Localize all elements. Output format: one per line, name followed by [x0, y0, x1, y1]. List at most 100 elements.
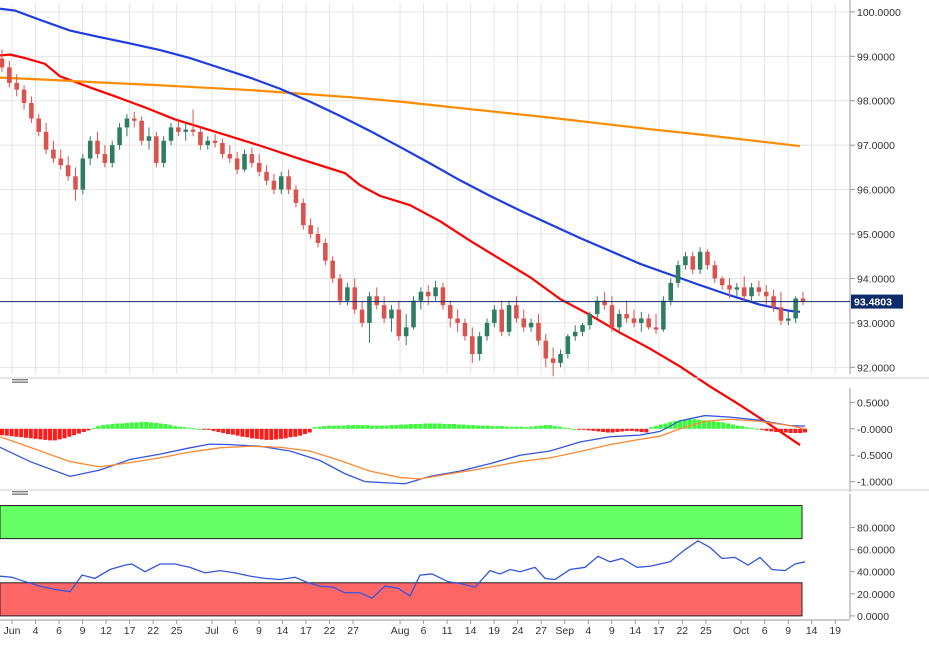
candle-body — [264, 171, 269, 181]
candle — [109, 140, 115, 168]
macd-histogram-bar — [76, 428, 81, 434]
macd-histogram-bar — [269, 428, 274, 440]
macd-histogram-bar — [528, 426, 533, 429]
candle-body — [793, 298, 798, 319]
candle — [205, 136, 211, 150]
candle — [36, 114, 42, 137]
price-tick-label: 95.0000 — [857, 229, 895, 241]
price-tick-label: 98.0000 — [857, 96, 895, 108]
candle — [183, 122, 188, 141]
macd-histogram-bar — [644, 428, 649, 433]
rsi-tick-label: 40.0000 — [857, 567, 895, 579]
candle — [631, 309, 637, 328]
macd-histogram-bar — [57, 428, 62, 440]
x-tick-label: 9 — [785, 625, 791, 637]
candle-body — [484, 322, 490, 337]
candle-body — [14, 82, 19, 90]
candle-body — [440, 287, 446, 306]
macd-histogram-bar — [67, 428, 72, 437]
macd-histogram-bar — [591, 428, 596, 431]
x-tick-label: 14 — [629, 625, 641, 637]
candle-body — [102, 154, 108, 163]
candle-body — [617, 314, 622, 328]
macd-histogram-bar — [495, 426, 500, 429]
macd-histogram-bar — [187, 427, 192, 429]
x-tick-label: 17 — [124, 625, 136, 637]
macd-histogram-bar — [567, 428, 572, 430]
rsi-tick-label: 60.0000 — [857, 545, 895, 557]
candle-body — [352, 287, 358, 310]
candle — [396, 300, 402, 341]
candle — [102, 145, 108, 168]
x-tick-label: Aug — [391, 625, 410, 637]
candle — [352, 278, 358, 315]
x-tick-label: 6 — [762, 625, 768, 637]
candle — [477, 331, 482, 361]
candle — [242, 149, 247, 172]
candle — [308, 218, 313, 239]
rsi-tick-label: 20.0000 — [857, 589, 895, 601]
macd-histogram-bar — [716, 421, 721, 429]
macd-histogram-bar — [341, 425, 346, 429]
macd-histogram-bar — [307, 428, 312, 433]
candle-body — [433, 287, 438, 297]
candle-body — [315, 234, 321, 243]
macd-histogram-bar — [33, 428, 38, 439]
macd-histogram-bar — [48, 428, 53, 441]
macd-histogram-bar — [533, 426, 538, 429]
x-tick-label: 22 — [676, 625, 688, 637]
candle-body — [36, 118, 42, 132]
candle — [249, 147, 255, 168]
macd-line — [0, 414, 806, 485]
candle — [440, 282, 446, 310]
macd-histogram-bar — [740, 426, 745, 429]
candle — [374, 287, 380, 310]
macd-histogram-bar — [24, 428, 29, 438]
candle-body — [403, 327, 409, 337]
candle-body — [330, 260, 335, 279]
candle-body — [212, 140, 218, 143]
macd-histogram-bar — [19, 428, 24, 438]
macd-histogram-bar — [230, 428, 235, 435]
candle — [617, 309, 622, 332]
macd-histogram-bar — [62, 428, 67, 439]
candle — [572, 325, 578, 341]
macd-histogram-bar — [379, 425, 384, 429]
macd-histogram-bar — [548, 425, 553, 429]
candle — [661, 296, 666, 332]
candle-body — [396, 309, 402, 337]
rsi-tick-label: 80.0000 — [857, 523, 895, 535]
macd-histogram-bar — [96, 426, 101, 429]
candle-body — [572, 331, 578, 337]
candle — [609, 296, 615, 332]
candle-body — [668, 282, 674, 301]
candle — [139, 116, 144, 146]
macd-histogram-bar — [389, 425, 394, 429]
candle — [286, 169, 291, 195]
candle-body — [653, 327, 659, 330]
candle-body — [374, 296, 380, 306]
macd-histogram-bar — [625, 428, 630, 431]
macd-histogram-bar — [105, 424, 110, 429]
macd-histogram-bar — [28, 428, 33, 439]
macd-histogram-bar — [144, 421, 149, 429]
candle — [543, 334, 549, 368]
candle-body — [139, 120, 144, 141]
x-tick-label: Jul — [205, 625, 218, 637]
candle — [587, 311, 593, 330]
price-tick-label: 93.0000 — [857, 318, 895, 330]
moving-average-line — [0, 76, 801, 148]
macd-histogram-bar — [336, 425, 341, 429]
candle — [425, 285, 431, 306]
macd-histogram-bar — [283, 428, 288, 439]
macd-histogram-bar — [490, 426, 495, 429]
macd-histogram-bar — [43, 428, 48, 440]
macd-histogram-bar — [778, 428, 783, 433]
candle-body — [646, 318, 651, 328]
candle — [786, 311, 791, 326]
candle — [80, 154, 86, 195]
macd-histogram-bar — [216, 428, 221, 432]
macd-histogram-bar — [264, 428, 269, 440]
macd-histogram-bar — [697, 419, 702, 429]
candle — [168, 122, 174, 146]
